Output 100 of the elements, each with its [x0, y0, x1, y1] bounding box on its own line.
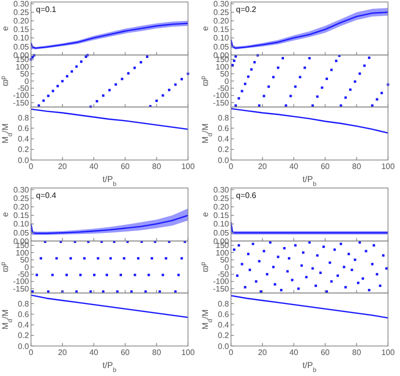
y-tick-label: 50	[20, 70, 30, 79]
x-tick-label: 100	[381, 162, 396, 171]
annotation: q=0.4	[36, 191, 57, 200]
y-tick-label: 0	[24, 262, 30, 272]
y-tick-label: 0.8	[218, 113, 230, 122]
y-tick-label: 0.6	[18, 310, 30, 319]
y-tick-label: -100	[12, 91, 30, 100]
x-tick-label: 60	[120, 162, 130, 171]
y-tick-label: 0.20	[13, 202, 30, 212]
y-tick-label: 0.20	[13, 16, 30, 26]
y-axis-title: e	[200, 212, 210, 217]
y-tick-label: 0.25	[213, 8, 230, 18]
y-tick-label: 0.0	[218, 156, 230, 165]
y-tick-label: 0.25	[13, 8, 30, 18]
y-tick-label: 50	[220, 70, 230, 79]
y-tick-label: 0.2	[218, 331, 230, 340]
y-tick-label: -50	[17, 84, 30, 94]
y-tick-label: 0	[224, 262, 230, 272]
x-tick-label: 20	[58, 348, 68, 357]
y-tick-label: -50	[217, 270, 230, 280]
y-tick-label: 0.8	[18, 299, 30, 308]
x-tick-label: 40	[89, 348, 99, 357]
y-tick-label: 0.4	[218, 320, 230, 330]
y-tick-label: 0.2	[18, 145, 30, 154]
y-tick-label: 0.05	[13, 42, 30, 52]
y-axis-title: e	[200, 26, 210, 31]
y-tick-label: 0.25	[213, 194, 230, 204]
y-tick-label: -50	[217, 84, 230, 94]
x-tick-label: 20	[258, 348, 268, 357]
x-tick-label: 40	[289, 162, 299, 171]
x-tick-label: 40	[289, 348, 299, 357]
y-axis-title: e	[0, 26, 10, 31]
y-tick-label: 0.2	[218, 145, 230, 154]
y-tick-label: 0.25	[13, 194, 30, 204]
y-tick-label: 0.15	[13, 211, 30, 220]
y-tick-label: 0.05	[13, 228, 30, 238]
y-tick-label: 0.15	[13, 25, 30, 34]
y-tick-label: 0.6	[218, 310, 230, 319]
y-tick-label: 0.0	[218, 342, 230, 351]
y-tick-label: 0.2	[18, 331, 30, 340]
x-axis-title: t/P$_{b}$	[102, 174, 117, 188]
x-tick-label: 80	[152, 162, 162, 171]
y-tick-label: 0.4	[218, 134, 230, 144]
y-tick-label: -150	[212, 98, 230, 108]
y-tick-label: 0.4	[18, 320, 30, 330]
annotation: q=0.2	[236, 5, 257, 14]
y-tick-label: 50	[220, 256, 230, 265]
y-tick-label: -50	[17, 270, 30, 280]
x-axis-title: t/P$_{b}$	[302, 360, 317, 374]
x-tick-label: 100	[181, 162, 196, 171]
y-tick-label: -100	[212, 277, 230, 286]
y-tick-label: 0.10	[13, 34, 30, 43]
x-tick-label: 60	[120, 348, 130, 357]
y-tick-label: 0.10	[213, 220, 230, 229]
x-tick-label: 80	[352, 348, 362, 357]
y-tick-label: 0.05	[213, 228, 230, 238]
y-tick-label: 0.05	[213, 42, 230, 52]
x-tick-label: 60	[320, 348, 330, 357]
x-tick-label: 40	[89, 162, 99, 171]
y-tick-label: 100	[16, 248, 30, 258]
y-tick-label: 0.15	[213, 211, 230, 220]
y-tick-label: 0.0	[18, 156, 30, 165]
y-tick-label: 0.30	[213, 0, 230, 9]
y-tick-label: 0.30	[13, 186, 30, 195]
annotation: q=0.1	[36, 5, 57, 14]
x-tick-label: 100	[381, 348, 396, 357]
y-tick-label: 0.10	[213, 34, 230, 43]
y-axis-title: e	[0, 212, 10, 217]
y-tick-label: 50	[20, 256, 30, 265]
y-tick-label: -100	[12, 277, 30, 286]
y-tick-label: 0.4	[18, 134, 30, 144]
y-tick-label: 0.30	[13, 0, 30, 9]
x-axis-title: t/P$_{b}$	[302, 174, 317, 188]
y-tick-label: 100	[216, 62, 230, 72]
y-tick-label: 0.30	[213, 186, 230, 195]
y-tick-label: -100	[212, 91, 230, 100]
y-tick-label: 0	[24, 76, 30, 86]
annotation: q=0.6	[236, 191, 257, 200]
y-tick-label: 0	[224, 76, 230, 86]
x-tick-label: 60	[320, 162, 330, 171]
x-tick-label: 80	[352, 162, 362, 171]
y-tick-label: 0.20	[213, 202, 230, 212]
y-tick-label: 100	[16, 62, 30, 72]
y-tick-label: 0.6	[218, 124, 230, 133]
y-tick-label: 0.6	[18, 124, 30, 133]
y-tick-label: 100	[216, 248, 230, 258]
x-tick-label: 20	[58, 162, 68, 171]
y-tick-label: 0.15	[213, 25, 230, 34]
x-tick-label: 80	[152, 348, 162, 357]
y-tick-label: 0.10	[13, 220, 30, 229]
x-tick-label: 100	[181, 348, 196, 357]
y-tick-label: 0.20	[213, 16, 230, 26]
y-tick-label: 0.8	[218, 299, 230, 308]
y-tick-label: -150	[12, 98, 30, 108]
y-tick-label: -150	[12, 284, 30, 294]
y-tick-label: 0.0	[18, 342, 30, 351]
y-tick-label: -150	[212, 284, 230, 294]
y-tick-label: 0.8	[18, 113, 30, 122]
x-axis-title: t/P$_{b}$	[102, 360, 117, 374]
x-tick-label: 20	[258, 162, 268, 171]
